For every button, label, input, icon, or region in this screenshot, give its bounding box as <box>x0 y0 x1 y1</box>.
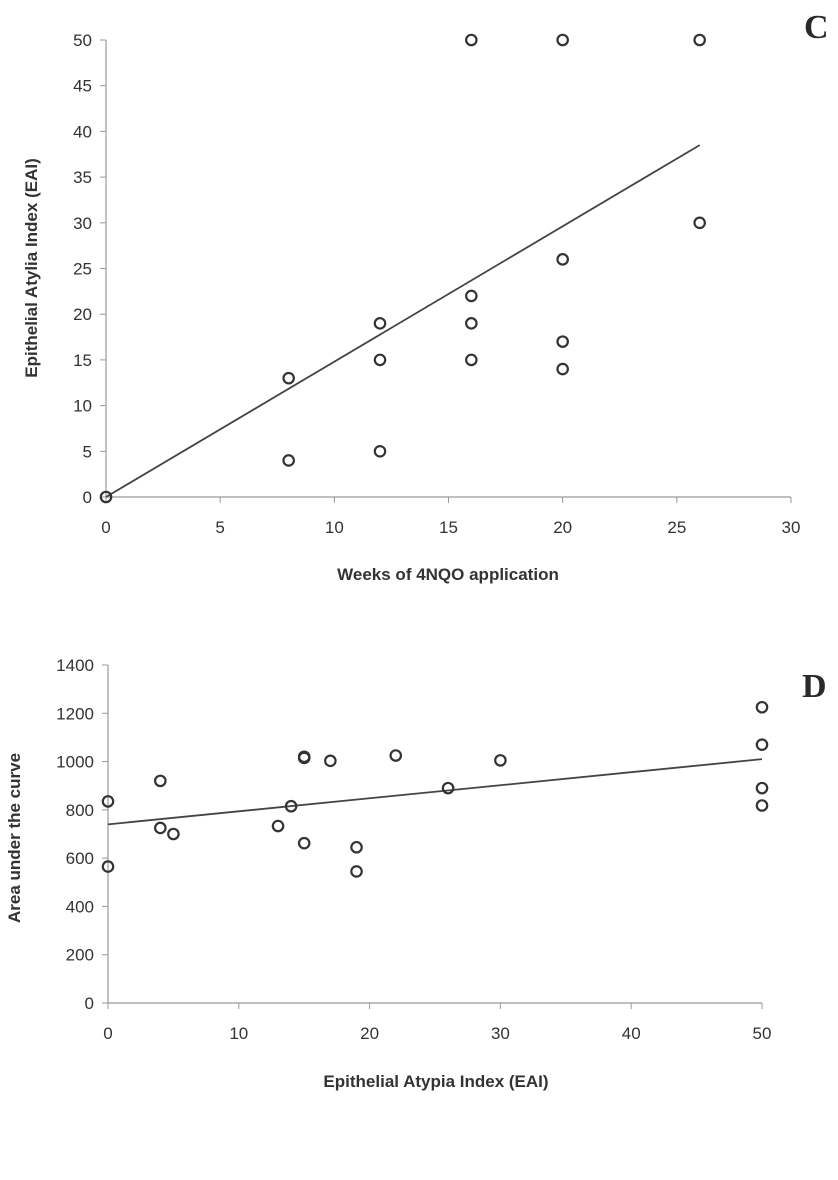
y-tick-label: 200 <box>66 946 94 965</box>
scatter-point <box>556 33 569 47</box>
scatter-point <box>389 749 403 762</box>
scatter-point <box>297 750 311 764</box>
panel-c-trendline <box>105 144 701 498</box>
scatter-point <box>556 253 569 266</box>
x-tick-label: 50 <box>753 1024 772 1043</box>
y-tick-label: 30 <box>73 214 92 233</box>
scatter-point <box>284 799 298 813</box>
x-tick-label: 25 <box>667 518 686 537</box>
y-tick-label: 40 <box>73 122 92 141</box>
x-tick-label: 0 <box>101 518 110 537</box>
scatter-point <box>350 840 363 854</box>
y-tick-label: 35 <box>73 168 92 187</box>
y-tick-label: 400 <box>66 897 94 916</box>
scatter-point <box>350 865 363 878</box>
panel-c-x-axis-title: Weeks of 4NQO application <box>337 565 559 584</box>
scatter-point <box>373 317 387 330</box>
y-tick-label: 45 <box>73 77 92 96</box>
scatter-point <box>373 353 387 367</box>
scatter-point <box>297 836 311 850</box>
y-tick-label: 10 <box>73 397 92 416</box>
x-tick-label: 0 <box>103 1024 112 1043</box>
scatter-point <box>373 444 387 458</box>
scatter-point <box>556 362 569 376</box>
y-tick-label: 20 <box>73 305 92 324</box>
scatter-point <box>99 490 113 504</box>
x-tick-label: 20 <box>360 1024 379 1043</box>
y-tick-label: 25 <box>73 260 92 279</box>
y-tick-label: 1400 <box>56 656 94 675</box>
scatter-point <box>324 754 337 768</box>
y-tick-label: 50 <box>73 31 92 50</box>
panel-c-letter: C <box>804 9 829 46</box>
scatter-point <box>693 33 706 47</box>
scatter-point <box>282 371 295 385</box>
x-tick-label: 30 <box>491 1024 510 1043</box>
x-tick-label: 5 <box>215 518 224 537</box>
y-tick-label: 0 <box>85 994 94 1013</box>
y-tick-label: 1200 <box>56 704 94 723</box>
panel-d-y-ticks: 0 200 400 600 800 1000 1200 1400 <box>56 656 108 1013</box>
y-tick-label: 0 <box>83 488 92 507</box>
scatter-point <box>693 216 706 230</box>
scatter-point <box>556 335 569 348</box>
panel-c-chart: C 0 5 10 15 20 25 30 35 40 45 50 0 5 10 15 20 25 30 Week… <box>22 9 829 584</box>
x-tick-label: 10 <box>229 1024 248 1043</box>
x-tick-label: 20 <box>553 518 572 537</box>
x-tick-label: 40 <box>622 1024 641 1043</box>
panel-d-x-axis-title: Epithelial Atypia Index (EAI) <box>323 1072 548 1091</box>
scatter-point <box>154 821 167 835</box>
scatter-point <box>755 781 769 795</box>
scatter-point <box>755 700 769 714</box>
scatter-point <box>755 799 769 812</box>
panel-d-trendline <box>107 758 763 826</box>
scatter-point <box>755 738 769 751</box>
scatter-point <box>494 754 507 767</box>
scatter-point <box>167 827 180 841</box>
panel-c-points <box>99 33 706 504</box>
scatter-point <box>154 774 167 788</box>
y-tick-label: 800 <box>66 801 94 820</box>
panel-d-y-axis-title: Area under the curve <box>5 753 24 923</box>
scatter-point <box>465 289 478 303</box>
y-tick-label: 1000 <box>56 753 94 772</box>
scatter-point <box>441 781 455 795</box>
panel-c-x-ticks: 0 5 10 15 20 25 30 <box>101 497 800 537</box>
y-tick-label: 15 <box>73 351 92 370</box>
x-tick-label: 30 <box>782 518 801 537</box>
scatter-point <box>101 860 115 873</box>
x-tick-label: 15 <box>439 518 458 537</box>
panel-d-letter: D <box>802 668 827 705</box>
panel-c-y-ticks: 0 5 10 15 20 25 30 35 40 45 50 <box>73 31 106 507</box>
scatter-point <box>101 795 115 808</box>
scatter-point <box>271 819 285 833</box>
scatter-point <box>465 33 478 47</box>
scatter-point <box>465 353 478 367</box>
panel-d-x-ticks: 0 10 20 30 40 50 <box>103 1003 771 1043</box>
panel-c-y-axis-title: Epithelial Atylia Index (EAI) <box>22 158 41 377</box>
y-tick-label: 600 <box>66 849 94 868</box>
panel-d-points <box>101 700 769 878</box>
y-tick-label: 5 <box>83 442 92 461</box>
scatter-point <box>465 317 478 330</box>
x-tick-label: 10 <box>325 518 344 537</box>
scatter-point <box>282 454 295 467</box>
